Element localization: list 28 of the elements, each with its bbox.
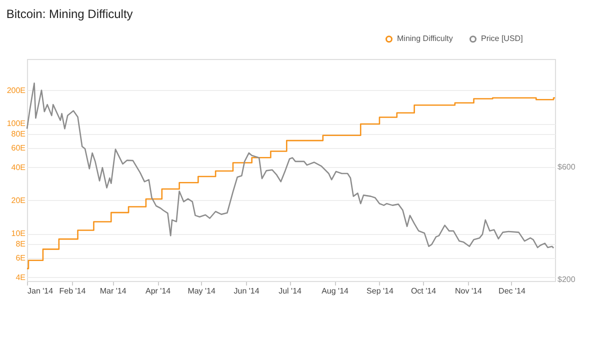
- x-tick-label: Jul '14: [278, 286, 302, 296]
- x-tick-label: Jun '14: [234, 286, 260, 296]
- line-series: [26, 82, 554, 249]
- x-tick-label: Oct '14: [410, 286, 437, 296]
- y2-tick-label: $600: [558, 162, 576, 172]
- y-tick-label: 200E: [6, 86, 26, 95]
- y2-tick-label: $200: [558, 275, 576, 284]
- x-tick-label: May '14: [188, 286, 216, 296]
- y-tick-label: 60E: [11, 143, 26, 152]
- y-tick-label: 8E: [16, 240, 26, 249]
- x-tick-label: Mar '14: [100, 286, 127, 296]
- legend-label: Price [USD]: [481, 34, 523, 44]
- x-tick-label: Dec '14: [498, 286, 526, 296]
- y-tick-label: 40E: [11, 162, 26, 172]
- chart-title: Bitcoin: Mining Difficulty: [6, 7, 133, 21]
- y-tick-label: 20E: [11, 196, 26, 205]
- x-tick-label: Aug '14: [322, 286, 350, 296]
- y-tick-label: 80E: [11, 130, 26, 139]
- x-tick-label: Feb '14: [59, 286, 86, 296]
- y-tick-label: 100E: [6, 119, 26, 128]
- x-tick-label: Apr '14: [145, 286, 172, 296]
- x-tick-label: Sep '14: [366, 286, 394, 296]
- legend-label: Mining Difficulty: [397, 34, 453, 44]
- x-tick-label: Jan '14: [28, 286, 54, 296]
- y-tick-label: 10E: [11, 229, 26, 238]
- y-tick-label: 4E: [16, 272, 26, 282]
- x-tick-label: Nov '14: [455, 286, 482, 296]
- y-tick-label: 6E: [16, 253, 26, 262]
